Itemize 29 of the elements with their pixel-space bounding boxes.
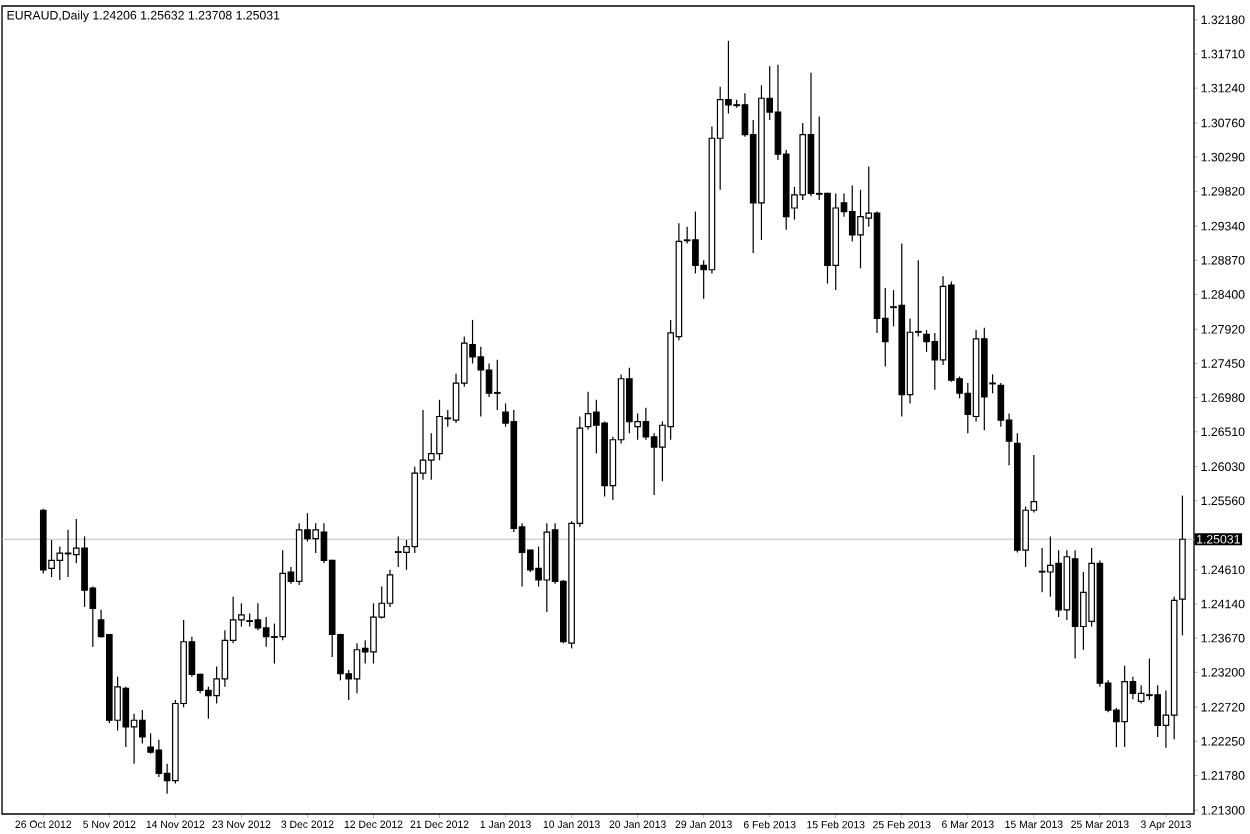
candlestick [254, 602, 262, 631]
candlestick [353, 642, 361, 694]
candlestick [626, 367, 633, 434]
candlestick [56, 545, 64, 581]
candlestick [692, 211, 699, 274]
candlestick [543, 522, 551, 613]
candlestick [493, 359, 501, 411]
candlestick [312, 522, 320, 554]
candlestick [584, 391, 592, 431]
candlestick [642, 407, 650, 441]
candlestick [923, 329, 930, 353]
candlestick [485, 362, 493, 398]
candlestick [1154, 684, 1161, 738]
candlestick [81, 535, 88, 608]
candlestick [394, 535, 402, 568]
candlestick [1121, 665, 1128, 748]
candlestick [477, 346, 485, 418]
candlestick [848, 184, 856, 242]
candlestick [64, 529, 72, 578]
candlestick [155, 739, 163, 778]
candlestick [122, 686, 130, 748]
candlestick [1137, 684, 1145, 705]
candlestick [370, 602, 377, 665]
candlestick [262, 616, 270, 648]
candlestick [436, 399, 443, 461]
candlestick [1038, 547, 1046, 593]
candlestick [1055, 549, 1062, 618]
candlestick [139, 709, 146, 745]
candlestick [857, 189, 864, 269]
